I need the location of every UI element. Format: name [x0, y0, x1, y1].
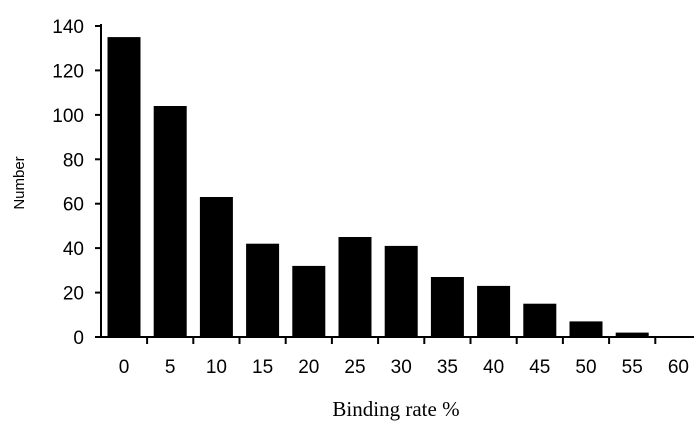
y-tick-label-60: 60: [63, 195, 84, 216]
y-tick-label-80: 80: [63, 150, 84, 171]
x-tick-label-10: 10: [206, 357, 227, 378]
bars-group: [107, 37, 649, 337]
bar-20: [292, 265, 326, 337]
y-tick-label-140: 140: [52, 17, 84, 38]
bar-0: [107, 37, 141, 337]
x-tick-label-35: 35: [437, 357, 458, 378]
y-tick-label-100: 100: [52, 106, 84, 127]
y-axis-label: Number: [11, 156, 28, 209]
bar-10: [199, 197, 233, 337]
bar-30: [384, 245, 418, 337]
x-tick-label-40: 40: [483, 357, 504, 378]
y-tick-label-0: 0: [73, 328, 84, 349]
bar-45: [523, 303, 557, 337]
x-tick-label-0: 0: [119, 357, 130, 378]
bar-15: [246, 243, 280, 337]
x-tick-label-60: 60: [668, 357, 689, 378]
x-tick-label-25: 25: [344, 357, 365, 378]
bar-50: [569, 321, 603, 337]
x-tick-label-30: 30: [391, 357, 412, 378]
x-tick-label-20: 20: [298, 357, 319, 378]
bar-25: [338, 237, 372, 337]
bar-35: [430, 277, 464, 337]
x-axis-label: Binding rate %: [332, 397, 459, 421]
x-tick-label-15: 15: [252, 357, 273, 378]
x-tick-label-55: 55: [622, 357, 643, 378]
bar-5: [153, 106, 187, 337]
bar-40: [477, 285, 511, 337]
x-ticks-group: 0 5 10 15 20 25 30 35 40 45 50 55 60: [119, 337, 689, 378]
y-tick-label-120: 120: [52, 61, 84, 82]
y-tick-label-40: 40: [63, 239, 84, 260]
x-tick-label-45: 45: [529, 357, 550, 378]
x-tick-label-50: 50: [575, 357, 596, 378]
x-tick-label-5: 5: [165, 357, 176, 378]
bar-55: [615, 332, 649, 337]
y-ticks-group: 0 20 40 60 80 100 120 140: [52, 17, 101, 349]
y-tick-label-20: 20: [63, 284, 84, 305]
